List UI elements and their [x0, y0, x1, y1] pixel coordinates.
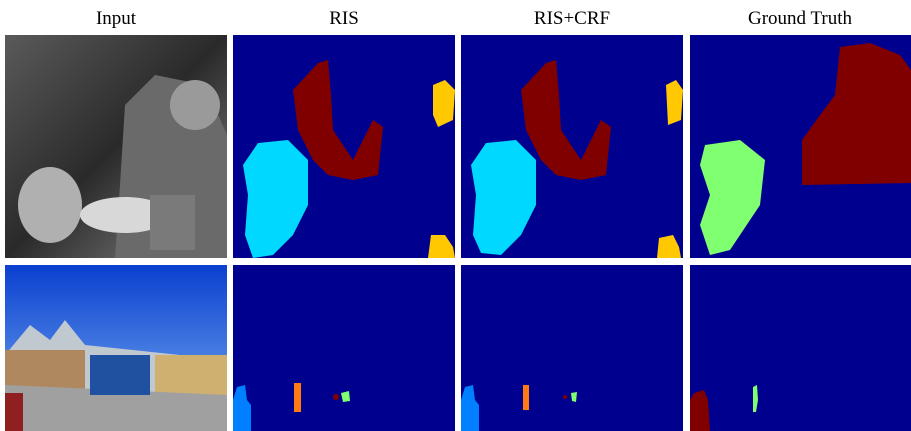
- input-photo: [5, 265, 227, 431]
- ground-truth-mask: [690, 265, 911, 431]
- ris-crf-mask: [461, 35, 683, 258]
- column-header: Input: [96, 8, 137, 29]
- ris-crf-mask: [461, 265, 683, 431]
- ris-mask: [233, 35, 455, 258]
- column-header: RIS: [329, 8, 359, 29]
- ground-truth-mask: [690, 35, 911, 258]
- column-header: Ground Truth: [748, 8, 852, 29]
- input-photo: [5, 35, 227, 258]
- ris-mask: [233, 265, 455, 431]
- column-header: RIS+CRF: [534, 8, 610, 29]
